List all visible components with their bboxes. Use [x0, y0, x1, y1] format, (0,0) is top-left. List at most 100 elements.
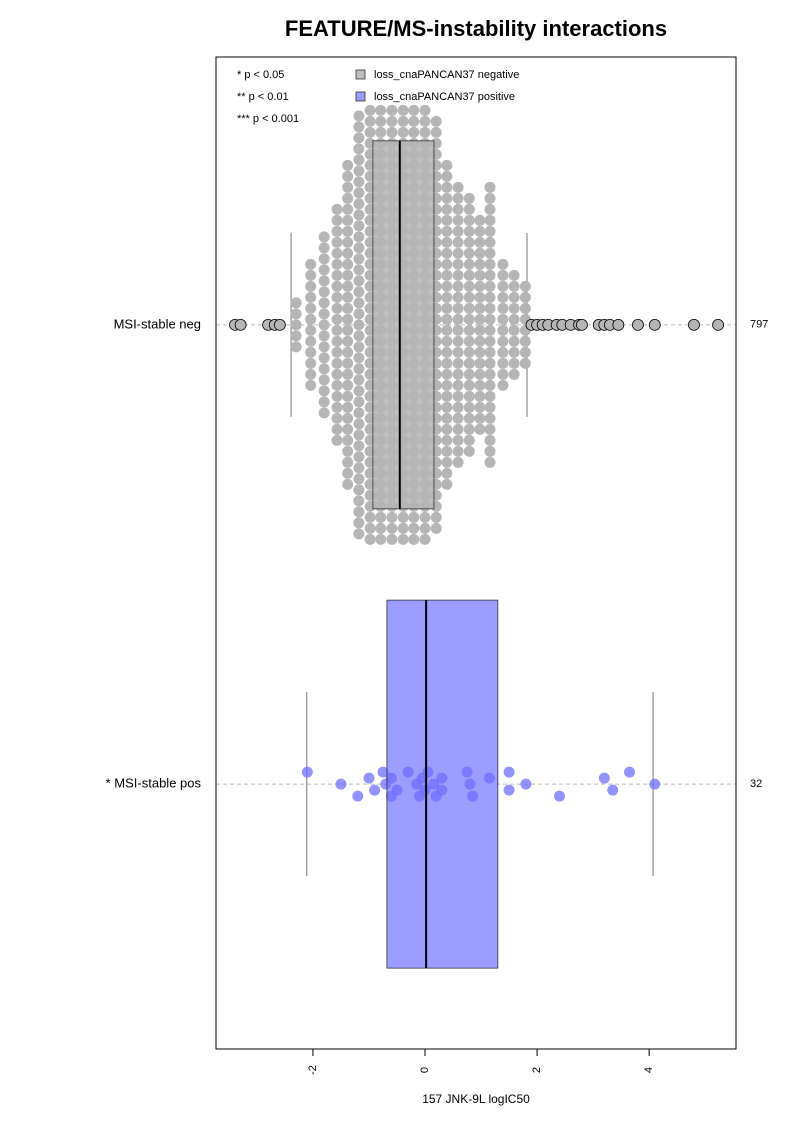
swarm-point — [318, 275, 330, 287]
box-outline — [372, 140, 435, 510]
swarm-point — [318, 385, 330, 397]
swarm-point — [452, 357, 464, 369]
swarm-point — [364, 159, 376, 171]
swarm-point — [484, 423, 496, 435]
swarm-point — [342, 313, 354, 325]
swarm-point — [441, 445, 453, 457]
swarm-point — [386, 258, 398, 270]
swarm-point — [419, 335, 431, 347]
swarm-point — [386, 148, 398, 160]
box-outline — [386, 599, 499, 969]
swarm-point — [430, 335, 442, 347]
swarm-point — [364, 313, 376, 325]
data-point — [467, 790, 479, 802]
swarm-point — [484, 291, 496, 303]
swarm-point — [386, 401, 398, 413]
swarm-point — [441, 412, 453, 424]
swarm-point — [441, 456, 453, 468]
swarm-point — [364, 434, 376, 446]
swarm-point — [441, 335, 453, 347]
data-point — [607, 784, 619, 796]
swarm-point — [342, 357, 354, 369]
swarm-point — [364, 247, 376, 259]
legend-label: loss_cnaPANCAN37 negative — [374, 69, 519, 81]
data-point — [427, 778, 439, 790]
swarm-point — [353, 385, 365, 397]
swarm-point — [353, 363, 365, 375]
swarm-point — [386, 434, 398, 446]
swarm-point — [364, 280, 376, 292]
swarm-point — [353, 165, 365, 177]
swarm-point — [419, 467, 431, 479]
swarm-point — [441, 203, 453, 215]
swarm-point — [375, 159, 387, 171]
swarm-point — [305, 324, 317, 336]
swarm-point — [508, 280, 520, 292]
swarm-point — [408, 489, 420, 501]
swarm-point — [364, 500, 376, 512]
swarm-point — [519, 357, 531, 369]
data-point — [422, 766, 434, 778]
swarm-point — [386, 423, 398, 435]
category-label: MSI-stable neg — [114, 316, 201, 331]
swarm-point — [452, 456, 464, 468]
swarm-point — [386, 104, 398, 116]
swarm-point — [497, 313, 509, 325]
swarm-point — [318, 308, 330, 320]
swarm-point — [419, 390, 431, 402]
swarm-point — [353, 440, 365, 452]
x-tick-label: 2 — [531, 1067, 543, 1073]
swarm-point — [375, 258, 387, 270]
swarm-point — [364, 170, 376, 182]
swarm-point — [375, 423, 387, 435]
swarm-point — [419, 368, 431, 380]
swarm-point — [375, 324, 387, 336]
swarm-point — [463, 346, 475, 358]
swarm-point — [364, 236, 376, 248]
swarm-point — [375, 104, 387, 116]
swarm-point — [364, 511, 376, 523]
swarm-point — [353, 176, 365, 188]
x-tick-label: 0 — [419, 1067, 431, 1073]
swarm-point — [497, 269, 509, 281]
swarm-point — [305, 313, 317, 325]
swarm-point — [497, 368, 509, 380]
swarm-point — [342, 203, 354, 215]
swarm-point — [375, 489, 387, 501]
swarm-point — [342, 280, 354, 292]
swarm-point — [408, 302, 420, 314]
outlier — [234, 318, 247, 331]
swarm-point — [484, 302, 496, 314]
swarm-point — [364, 489, 376, 501]
significance-note: * p < 0.05 — [237, 69, 284, 81]
swarm-point — [375, 379, 387, 391]
swarm-point — [364, 258, 376, 270]
swarm-point — [342, 368, 354, 380]
swarm-point — [484, 192, 496, 204]
swarm-point — [408, 137, 420, 149]
swarm-point — [519, 346, 531, 358]
swarm-point — [397, 104, 409, 116]
swarm-point — [441, 280, 453, 292]
swarm-point — [430, 170, 442, 182]
swarm-point — [353, 517, 365, 529]
swarm-point — [342, 478, 354, 490]
swarm-point — [441, 302, 453, 314]
swarm-point — [305, 302, 317, 314]
swarm-point — [386, 478, 398, 490]
swarm-point — [408, 291, 420, 303]
swarm-point — [408, 478, 420, 490]
swarm-point — [484, 203, 496, 215]
swarm-point — [375, 456, 387, 468]
swarm-point — [375, 170, 387, 182]
swarm-point — [408, 159, 420, 171]
swarm-point — [474, 324, 486, 336]
swarm-point — [364, 225, 376, 237]
swarm-point — [353, 121, 365, 133]
swarm-point — [474, 368, 486, 380]
swarm-point — [375, 137, 387, 149]
swarm-point — [430, 390, 442, 402]
swarm-point — [419, 500, 431, 512]
swarm-point — [331, 313, 343, 325]
swarm-point — [342, 214, 354, 226]
